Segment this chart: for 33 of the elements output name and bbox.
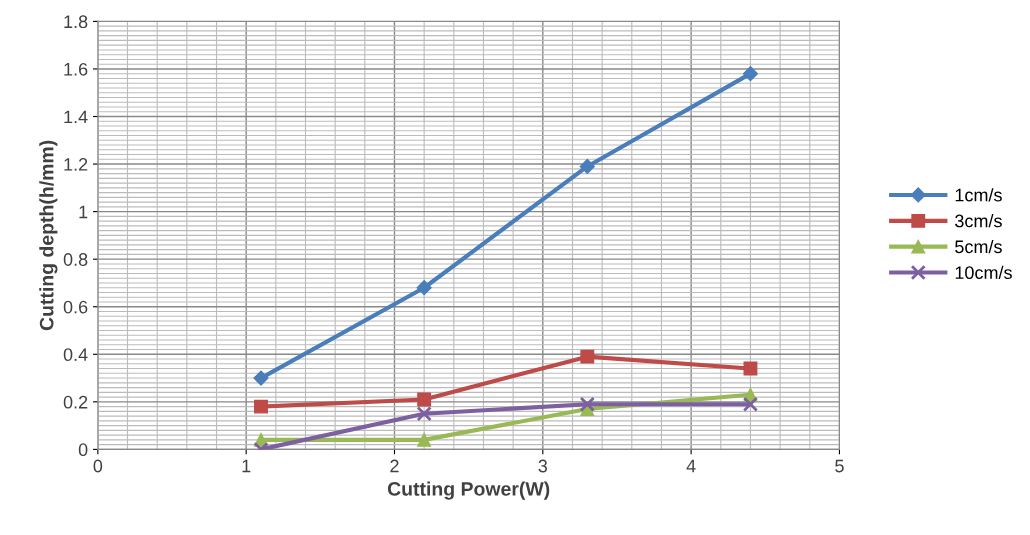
point	[416, 406, 432, 422]
legend-label: 1cm/s	[955, 188, 1002, 202]
y-tick-label: 0.4	[63, 348, 88, 362]
y-tick-label: 1.4	[64, 110, 88, 124]
x-tick-label: 2	[390, 459, 399, 473]
y-axis-title: Cutting depth(h/mm)	[39, 140, 58, 331]
point	[580, 349, 595, 364]
point	[254, 399, 268, 414]
y-tick-label: 0.2	[63, 395, 88, 409]
y-tick-label: 0	[78, 443, 88, 457]
legend-label: 10cm/s	[955, 265, 1012, 280]
point	[416, 280, 432, 296]
x-tick-label: 3	[538, 459, 548, 473]
y-tick-label: 1.8	[64, 15, 88, 29]
point	[742, 396, 759, 412]
y-tick-label: 1.6	[64, 62, 88, 76]
x-tick-label: 0	[93, 459, 103, 473]
x-tick-label: 4	[686, 459, 696, 473]
legend-label: 5cm/s	[955, 239, 1002, 254]
x-axis-title: Cutting Power(W)	[387, 481, 550, 500]
x-tick-label: 1	[242, 459, 251, 473]
point	[579, 396, 595, 412]
y-tick-label: 1	[79, 205, 88, 219]
y-tick-label: 1.2	[64, 158, 88, 171]
point	[417, 392, 432, 407]
x-tick-label: 5	[835, 459, 844, 473]
point	[417, 432, 432, 447]
y-tick-label: 0.8	[63, 253, 88, 266]
legend-label: 3cm/s	[955, 214, 1002, 228]
point	[579, 158, 595, 175]
point	[742, 66, 759, 82]
point	[253, 370, 269, 386]
y-tick-label: 0.6	[63, 300, 88, 314]
